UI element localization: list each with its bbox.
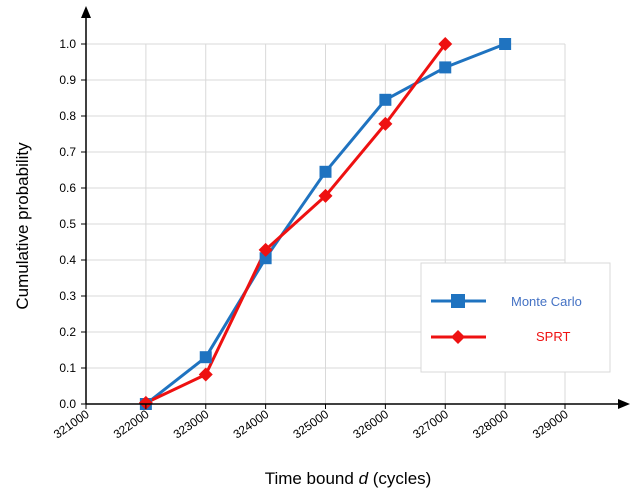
y-tick-label: 0.7 (59, 145, 76, 159)
x-tick-label: 324000 (231, 407, 272, 442)
y-tick-label: 0.4 (59, 253, 76, 267)
y-tick-label: 0.8 (59, 109, 76, 123)
x-tick-label: 321000 (51, 407, 92, 442)
x-axis-title: Time bound d (cycles) (265, 469, 432, 488)
x-tick-label: 323000 (171, 407, 212, 442)
data-point-monte-carlo (379, 93, 392, 106)
x-tick-label: 329000 (530, 407, 571, 442)
grid-lines (86, 43, 566, 404)
legend-marker-diamond (451, 330, 465, 344)
legend-label-monte-carlo: Monte Carlo (511, 294, 582, 309)
data-point-monte-carlo (319, 165, 332, 178)
data-point-monte-carlo (499, 38, 512, 50)
y-axis-title: Cumulative probability (13, 142, 32, 310)
x-tick-label: 322000 (111, 407, 152, 442)
legend-entry-sprt: SPRT (431, 329, 570, 344)
data-point-sprt (258, 242, 273, 257)
x-tick-label: 327000 (410, 407, 451, 442)
series-layer (138, 37, 512, 410)
y-tick-label: 0.5 (59, 217, 76, 231)
data-point-sprt (438, 37, 453, 51)
data-point-sprt (378, 116, 393, 131)
legend: Monte Carlo SPRT (420, 262, 611, 373)
legend-box (420, 262, 611, 373)
data-point-monte-carlo (439, 61, 452, 74)
y-tick-label: 0.3 (59, 289, 76, 303)
legend-label-sprt: SPRT (536, 329, 570, 344)
x-tick-labels: 321000 322000 323000 324000 325000 326000 3270… (51, 404, 571, 441)
x-tick-label: 326000 (350, 407, 391, 442)
legend-entry-monte-carlo: Monte Carlo (431, 294, 582, 309)
y-tick-label: 0.9 (59, 73, 76, 87)
y-tick-label: 0.6 (59, 181, 76, 195)
data-point-monte-carlo (199, 351, 212, 364)
series-line-sprt (145, 43, 447, 405)
y-tick-label: 0.2 (59, 325, 76, 339)
data-point-sprt (138, 395, 153, 410)
y-tick-label: 0.0 (59, 397, 76, 411)
y-tick-label: 0.1 (59, 361, 76, 375)
x-axis-arrow (618, 399, 630, 409)
x-tick-label: 325000 (290, 407, 331, 442)
data-point-sprt (318, 188, 333, 203)
y-tick-labels: 0.0 0.1 0.2 0.3 0.4 0.5 0.6 0.7 0.8 0.9 1.0 (59, 37, 86, 411)
x-tick-label: 328000 (470, 407, 511, 442)
y-tick-label: 1.0 (59, 37, 76, 51)
data-point-monte-carlo (259, 252, 272, 265)
y-axis-arrow (81, 6, 91, 18)
legend-marker-square (451, 294, 465, 308)
data-point-sprt (198, 367, 213, 382)
axes (81, 6, 630, 409)
